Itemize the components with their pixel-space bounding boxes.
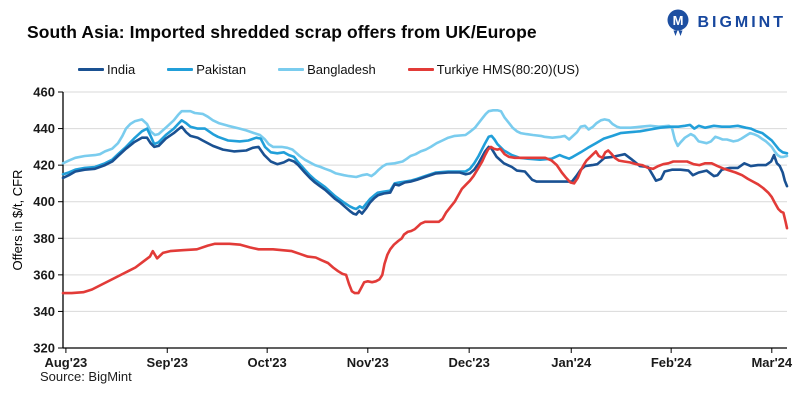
x-tick-label: Dec'23 [448,355,489,370]
bigmint-logo-text: BIGMINT [697,14,786,31]
y-tick-label: 420 [33,158,55,173]
y-tick-label: 400 [33,194,55,209]
y-tick-label: 380 [33,231,55,246]
x-tick-label: Jan'24 [551,355,592,370]
legend-label: Bangladesh [307,62,376,77]
y-tick-label: 360 [33,267,55,282]
y-tick-label: 340 [33,304,55,319]
legend-label: India [107,62,136,77]
source-note: Source: BigMint [40,369,132,384]
legend-label: Pakistan [196,62,247,77]
legend-item-bangladesh: Bangladesh [278,62,376,77]
x-tick-label: Sep'23 [147,355,188,370]
axes: 320 340 360 380 400 420 440 460 Aug'23 Sep'23 Oct'… [33,85,793,371]
x-tick-label: Oct'23 [248,355,287,370]
y-tick-label: 440 [33,121,55,136]
y-axis-title: Offers in $/t, CFR [10,170,25,271]
y-tick-label: 320 [33,341,55,356]
gridlines [63,91,787,312]
bigmint-logo-icon: M [667,9,689,36]
legend-item-pakistan: Pakistan [167,62,246,77]
series-line-pakistan [61,119,789,211]
series-line-bangladesh [61,109,789,179]
chart-legend: India Pakistan Bangladesh Turkiye HMS(80:20… [78,62,579,77]
legend-item-turkiye-hms-80-20-us-: Turkiye HMS(80:20)(US) [407,62,580,77]
series-lines [61,109,789,295]
legend-swatch [407,67,434,72]
legend-swatch [78,67,104,72]
legend-item-india: India [78,62,135,77]
series-line-india [61,125,789,216]
x-tick-label: Mar'24 [751,355,792,370]
series-line-turkiye-hms-80-20-us- [61,145,789,295]
legend-label: Turkiye HMS(80:20)(US) [436,62,580,77]
legend-swatch [278,67,305,72]
svg-text:M: M [673,13,684,28]
x-tick-label: Feb'24 [651,355,692,370]
x-tick-label: Nov'23 [347,355,389,370]
bigmint-logo: M BIGMINT [664,8,786,38]
legend-swatch [167,67,194,72]
page-title: South Asia: Imported shredded scrap offe… [27,22,537,42]
y-tick-label: 460 [33,85,55,100]
x-tick-label: Aug'23 [44,355,87,370]
